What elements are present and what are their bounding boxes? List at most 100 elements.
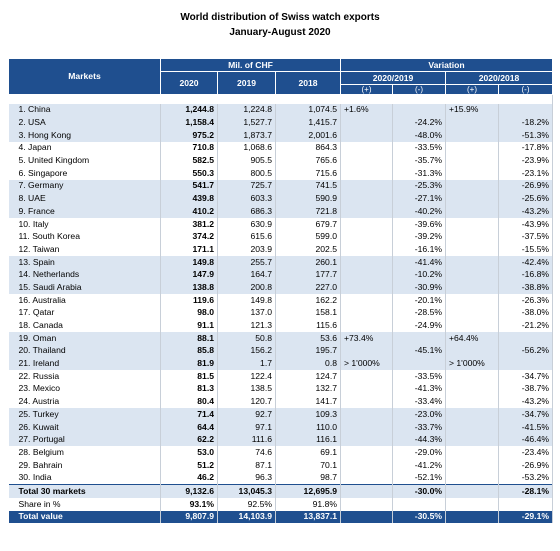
market-cell: 22. Russia: [8, 369, 161, 383]
value-cell: -33.4%: [392, 395, 446, 408]
table-row: 9. France 410.2 686.3 721.8 -40.2% -43.2%: [8, 205, 553, 218]
empty-cell: [340, 128, 393, 142]
value-cell: -53.2%: [498, 471, 553, 485]
value-cell: -27.1%: [392, 192, 446, 205]
header-cell: Variation: [340, 58, 553, 72]
spacer: [8, 94, 553, 104]
empty-cell: [445, 281, 499, 294]
value-cell: 203.9: [217, 243, 276, 256]
value-cell: 149.8: [217, 293, 276, 307]
empty-cell: [445, 408, 499, 421]
value-cell: 864.3: [275, 141, 341, 155]
empty-cell: [445, 497, 499, 511]
value-cell: 2,001.6: [275, 128, 341, 142]
value-cell: 1,224.8: [217, 103, 276, 117]
value-cell: -24.9%: [392, 319, 446, 332]
market-cell: 6. Singapore: [8, 166, 161, 180]
value-cell: 121.3: [217, 319, 276, 332]
market-cell: 24. Austria: [8, 395, 161, 408]
value-cell: 164.7: [217, 268, 276, 282]
market-cell: 11. South Korea: [8, 230, 161, 244]
value-cell: 255.7: [217, 255, 276, 269]
table-row: 19. Oman 88.1 50.8 53.6 +73.4% +64.4%: [8, 331, 553, 345]
value-cell: 53.6: [275, 331, 341, 345]
market-cell: 15. Saudi Arabia: [8, 281, 161, 294]
value-cell: -25.3%: [392, 179, 446, 193]
value-cell: -15.5%: [498, 243, 553, 256]
header-cell: 2020/2018: [445, 71, 553, 85]
value-cell: 115.6: [275, 319, 341, 332]
empty-cell: [445, 395, 499, 408]
table-row: 18. Canada 91.1 121.3 115.6 -24.9% -21.2%: [8, 319, 553, 332]
value-cell: 50.8: [217, 331, 276, 345]
value-cell: -38.0%: [498, 306, 553, 320]
empty-cell: [340, 141, 393, 155]
empty-cell: [445, 205, 499, 218]
value-cell: 138.5: [217, 382, 276, 396]
market-cell: 21. Ireland: [8, 357, 161, 370]
value-cell: +73.4%: [340, 331, 393, 345]
empty-cell: [340, 446, 393, 459]
table-row: 12. Taiwan 171.1 203.9 202.5 -16.1% -15.5%: [8, 243, 553, 256]
value-cell: -42.4%: [498, 255, 553, 269]
value-cell: 137.0: [217, 306, 276, 320]
value-cell: 1,244.8: [160, 103, 218, 117]
value-cell: 71.4: [160, 408, 218, 421]
header-cell: 2019: [217, 71, 276, 95]
empty-cell: [340, 154, 393, 167]
value-cell: 715.6: [275, 166, 341, 180]
value-cell: 46.2: [160, 471, 218, 485]
table-row: 16. Australia 119.6 149.8 162.2 -20.1% -26.3%: [8, 293, 553, 307]
table-row: 21. Ireland 81.9 1.7 0.8 > 1'000% > 1'000%: [8, 357, 553, 370]
value-cell: -45.1%: [392, 344, 446, 358]
value-cell: 122.4: [217, 369, 276, 383]
value-cell: 96.3: [217, 471, 276, 485]
value-cell: -33.7%: [392, 420, 446, 434]
market-cell: 30. India: [8, 471, 161, 485]
value-cell: -29.0%: [392, 446, 446, 459]
value-cell: 381.2: [160, 217, 218, 231]
value-cell: 1,873.7: [217, 128, 276, 142]
value-cell: -17.8%: [498, 141, 553, 155]
market-cell: 5. United Kingdom: [8, 154, 161, 167]
empty-cell: [445, 255, 499, 269]
empty-cell: [392, 357, 446, 370]
value-cell: -16.8%: [498, 268, 553, 282]
value-cell: -38.7%: [498, 382, 553, 396]
value-cell: 13,045.3: [217, 484, 276, 498]
value-cell: -28.5%: [392, 306, 446, 320]
market-cell: 18. Canada: [8, 319, 161, 332]
empty-cell: [340, 344, 393, 358]
value-cell: -23.0%: [392, 408, 446, 421]
value-cell: -23.9%: [498, 154, 553, 167]
empty-cell: [340, 116, 393, 129]
empty-cell: [445, 433, 499, 447]
empty-cell: [498, 331, 553, 345]
header-cell: 2020/2019: [340, 71, 446, 85]
empty-cell: [445, 369, 499, 383]
value-cell: 12,695.9: [275, 484, 341, 498]
value-cell: > 1'000%: [445, 357, 499, 370]
empty-cell: [340, 306, 393, 320]
table-row: Total 30 markets 9,132.6 13,045.3 12,695.9 -…: [8, 484, 553, 498]
value-cell: 710.8: [160, 141, 218, 155]
value-cell: 111.6: [217, 433, 276, 447]
value-cell: -26.9%: [498, 179, 553, 193]
value-cell: 109.3: [275, 408, 341, 421]
value-cell: -41.4%: [392, 255, 446, 269]
market-cell: 4. Japan: [8, 141, 161, 155]
market-cell: 12. Taiwan: [8, 243, 161, 256]
value-cell: +1.6%: [340, 103, 393, 117]
market-cell: Total value: [8, 510, 161, 524]
empty-cell: [445, 420, 499, 434]
value-cell: 260.1: [275, 255, 341, 269]
value-cell: -20.1%: [392, 293, 446, 307]
exports-table: Markets Mil. of CHF Variation 2020 2019 2018…: [8, 58, 553, 524]
value-cell: -34.7%: [498, 408, 553, 421]
table-row: 2. USA 1,158.4 1,527.7 1,415.7 -24.2% -18.2%: [8, 116, 553, 129]
value-cell: -28.1%: [498, 484, 553, 498]
value-cell: 85.8: [160, 344, 218, 358]
value-cell: 51.2: [160, 458, 218, 472]
empty-cell: [445, 382, 499, 396]
